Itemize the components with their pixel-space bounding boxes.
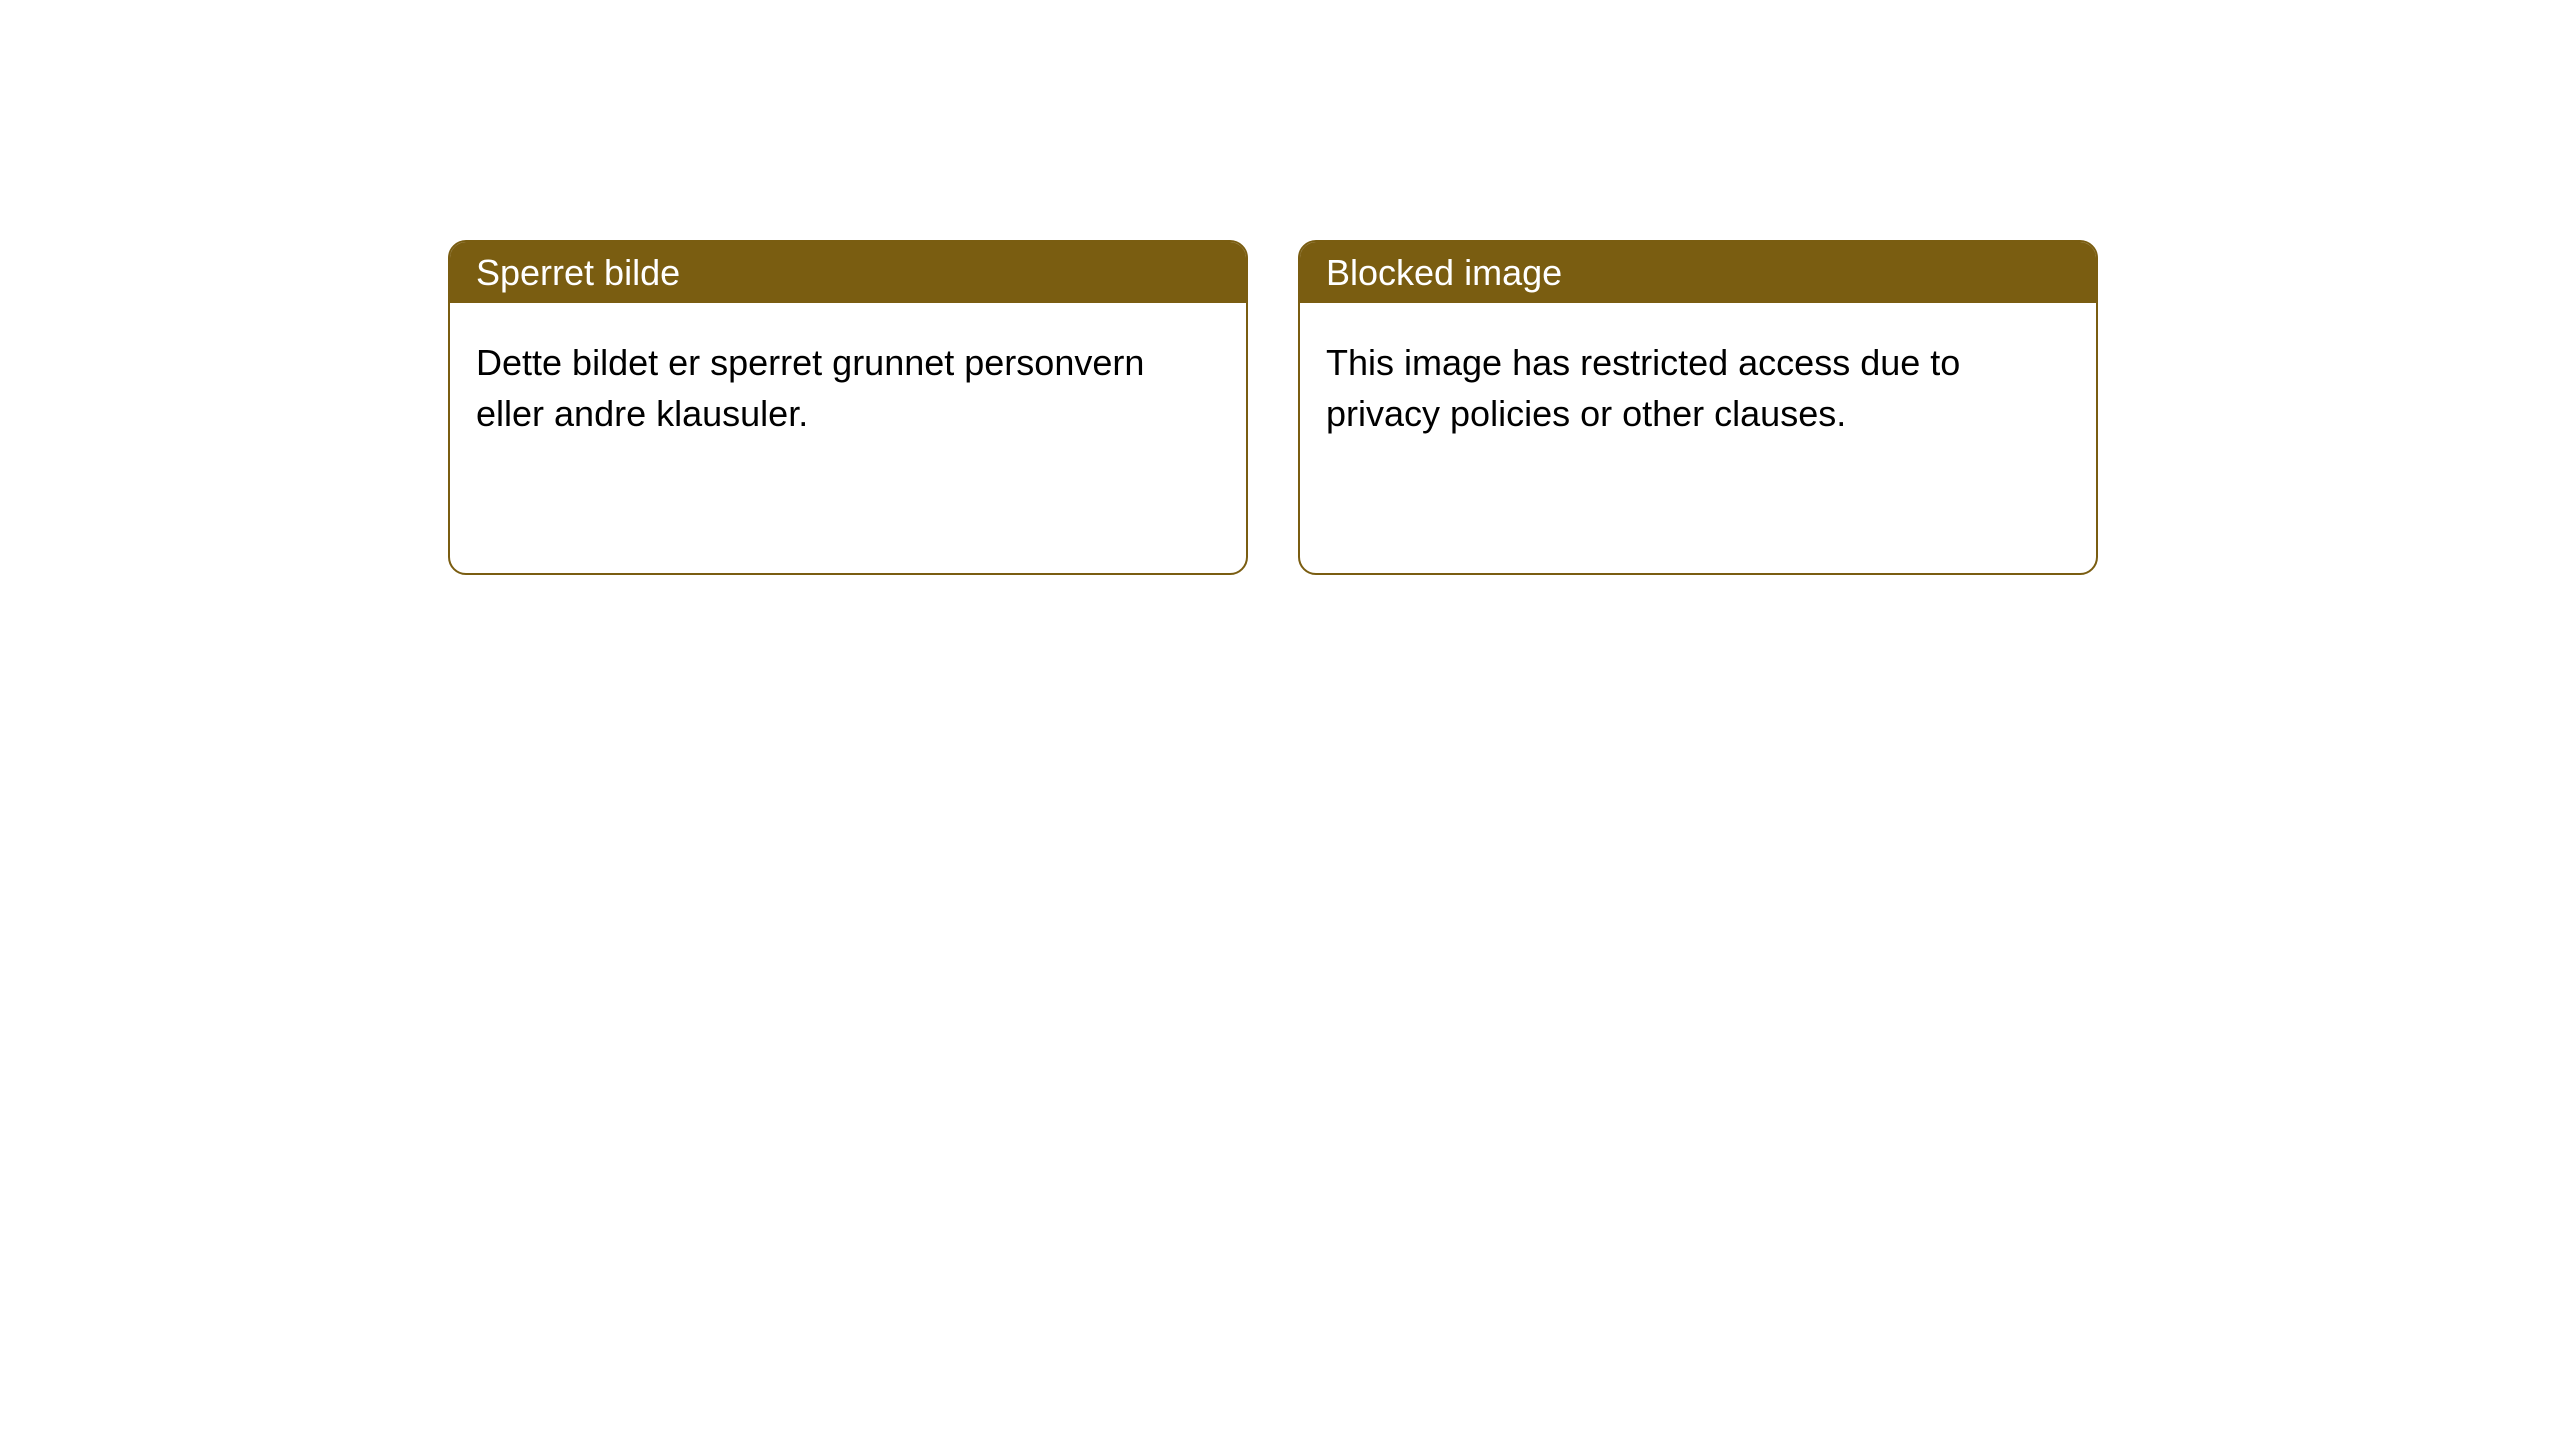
notice-title: Blocked image (1300, 242, 2096, 303)
notice-title: Sperret bilde (450, 242, 1246, 303)
notice-card-norwegian: Sperret bilde Dette bildet er sperret gr… (448, 240, 1248, 575)
notice-card-english: Blocked image This image has restricted … (1298, 240, 2098, 575)
notice-body: Dette bildet er sperret grunnet personve… (450, 303, 1246, 573)
notices-container: Sperret bilde Dette bildet er sperret gr… (0, 0, 2560, 575)
notice-body: This image has restricted access due to … (1300, 303, 2096, 573)
